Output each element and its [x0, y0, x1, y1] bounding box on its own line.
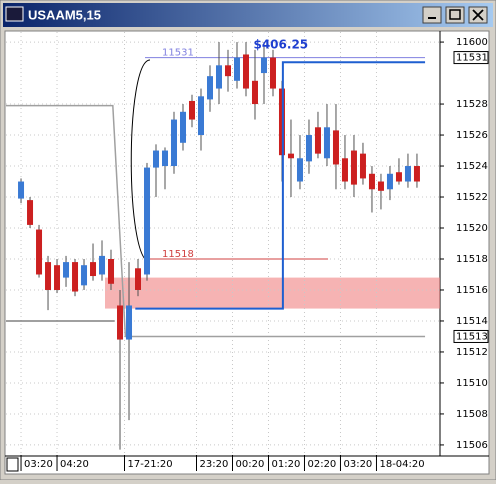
candle-body: [224, 65, 231, 77]
candle-body: [171, 119, 178, 167]
y-tick-label: 11520: [456, 223, 488, 234]
plot: 11506 11508 11510 11512 11514 11516 11518 11520…: [6, 32, 489, 471]
candle-body: [341, 158, 348, 182]
candle-body: [233, 57, 240, 81]
minimize-button[interactable]: [422, 6, 442, 24]
y-tick-label: 11600: [456, 37, 488, 48]
candle-body: [323, 127, 330, 159]
candle-body: [413, 166, 420, 182]
candle-body: [206, 76, 213, 100]
gray-line: [6, 104, 426, 338]
x-tick-label: 01:20: [271, 459, 300, 470]
candle-body: [395, 172, 402, 182]
trade-path: [135, 61, 426, 310]
x-tick-label: 17-21:20: [128, 459, 173, 470]
candle-body: [36, 229, 43, 275]
x-tick-label: 00:20: [235, 459, 264, 470]
candle-body: [251, 80, 258, 105]
window-buttons[interactable]: [422, 6, 488, 24]
annotation: $406.25: [253, 38, 308, 52]
candle-body: [135, 268, 142, 290]
x-tick-label: 18-04:20: [379, 459, 424, 470]
candle-body: [242, 54, 249, 89]
scroll-box[interactable]: [6, 457, 19, 472]
close-icon: [472, 9, 484, 21]
candle-body: [269, 57, 276, 89]
candle-body: [305, 135, 312, 162]
candle-body: [197, 96, 204, 136]
title-bar: [3, 3, 493, 27]
y-tick-label: 11516: [456, 285, 488, 296]
candle-body: [54, 265, 61, 290]
x-tick-label: 04:20: [60, 459, 89, 470]
candle-body: [153, 150, 160, 168]
candle-body: [332, 130, 339, 165]
candle-body: [368, 173, 375, 190]
candle-body: [386, 173, 393, 190]
candle-body: [108, 258, 115, 284]
y-tick-label: 11522: [456, 192, 488, 203]
price-box: [453, 329, 489, 343]
candle-body: [296, 158, 303, 182]
candle-body: [72, 262, 79, 292]
level-label: 11531: [162, 48, 194, 59]
candle-body: [117, 305, 124, 340]
candle-body: [45, 262, 52, 290]
candle-body: [63, 262, 70, 278]
candle-body: [314, 127, 321, 154]
y-tick-label: 11528: [456, 99, 488, 110]
candle-body: [81, 265, 88, 286]
y-tick-label: 11510: [456, 378, 488, 389]
candle-body: [90, 262, 97, 277]
window-title: USAAM5,15: [28, 7, 101, 22]
candle-body: [377, 181, 384, 191]
level-label: 11518: [162, 249, 194, 260]
x-tick-label: 03:20: [343, 459, 372, 470]
y-tick-label: 11512: [456, 347, 488, 358]
chart-area: [4, 30, 490, 475]
candle-body: [27, 200, 34, 225]
candle-body: [350, 150, 357, 185]
price-box: [453, 51, 489, 65]
zone: [105, 277, 440, 309]
candle-body: [189, 100, 195, 120]
y-tick-label: 11506: [456, 440, 488, 451]
maximize-icon: [449, 9, 461, 20]
candle-body: [144, 167, 151, 275]
x-tick-label: 02:20: [307, 459, 336, 470]
y-tick-label: 11526: [456, 130, 488, 141]
candle-body: [180, 111, 187, 143]
app-icon: [5, 6, 24, 22]
candle-body: [162, 150, 169, 167]
candle-body: [404, 166, 411, 182]
candle-body: [215, 65, 222, 89]
y-tick-label: 11508: [456, 409, 488, 420]
price-box-label: 11531: [456, 53, 488, 64]
candle-body: [287, 153, 294, 159]
bracket: [130, 59, 151, 263]
candle-body: [99, 255, 106, 275]
candle-body: [260, 57, 267, 74]
y-tick-label: 11524: [456, 161, 488, 172]
price-box-label: 11513: [456, 331, 488, 342]
candle-body: [18, 181, 25, 199]
x-tick-label: 23:20: [199, 459, 228, 470]
y-tick-label: 11518: [456, 254, 488, 265]
candle-body: [359, 153, 366, 179]
candle-body: [126, 305, 133, 340]
x-tick-label: 03:20: [24, 459, 53, 470]
y-tick-label: 11514: [456, 316, 488, 327]
